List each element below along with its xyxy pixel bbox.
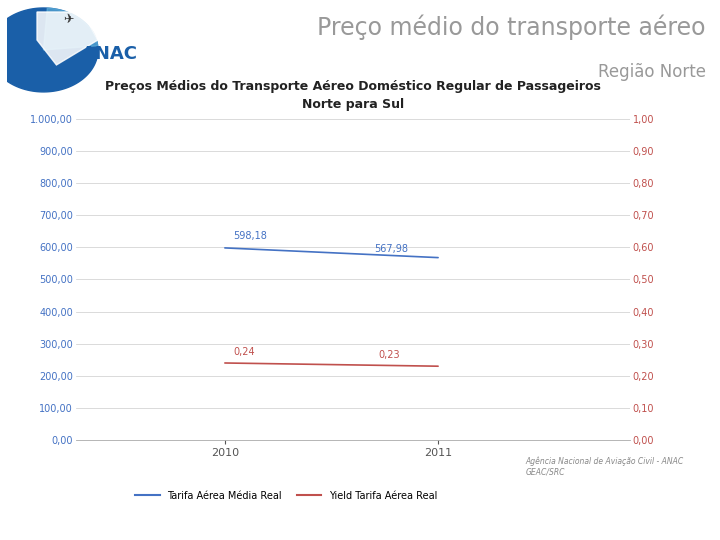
Text: 567,98: 567,98	[374, 244, 408, 254]
Polygon shape	[43, 8, 98, 50]
Title: Preços Médios do Transporte Aéreo Doméstico Regular de Passageiros
Norte para Su: Preços Médios do Transporte Aéreo Domést…	[105, 80, 600, 111]
Text: Agência Nacional de Aviação Civil - ANAC
GEAC/SRC: Agência Nacional de Aviação Civil - ANAC…	[526, 456, 684, 476]
Legend: Tarifa Aérea Média Real, Yield Tarifa Aérea Real: Tarifa Aérea Média Real, Yield Tarifa Aé…	[132, 487, 441, 504]
Text: 0,23: 0,23	[379, 350, 400, 360]
Text: 0,24: 0,24	[233, 347, 255, 357]
Text: ANAC: ANAC	[82, 45, 138, 63]
Polygon shape	[0, 8, 98, 92]
Text: Região Norte: Região Norte	[598, 63, 706, 81]
Text: 598,18: 598,18	[233, 231, 267, 241]
Text: ✈: ✈	[63, 14, 73, 26]
Polygon shape	[37, 12, 98, 65]
Text: Preço médio do transporte aéreo: Preço médio do transporte aéreo	[317, 15, 706, 40]
Text: SUPERINTENDÊNCIA DE REGULAÇÃO ECONÔMICA E ACOMPANHAMENTO DE MERCADO: SUPERINTENDÊNCIA DE REGULAÇÃO ECONÔMICA …	[78, 512, 642, 527]
